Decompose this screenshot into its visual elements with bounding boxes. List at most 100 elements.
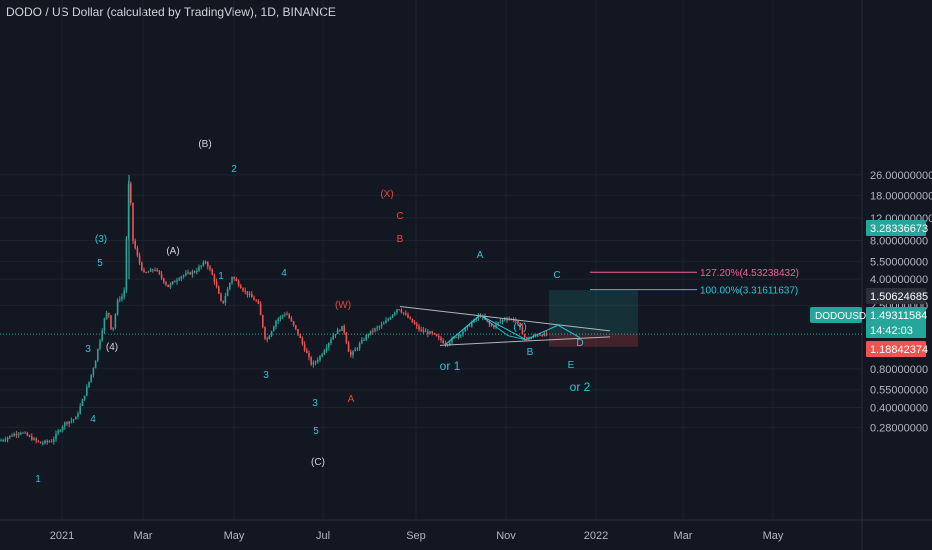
candle-body xyxy=(402,312,405,314)
wave-label: (Y) xyxy=(513,322,526,333)
candle-body xyxy=(380,324,383,327)
candle-body xyxy=(176,280,178,282)
candle-body xyxy=(53,438,55,442)
candle-body xyxy=(50,441,53,443)
candle-body xyxy=(389,317,392,319)
candle-body xyxy=(253,297,255,301)
candle-body xyxy=(59,430,62,432)
candle-body xyxy=(193,271,196,273)
candle-body xyxy=(240,285,242,289)
time-axis-tick: Nov xyxy=(496,530,516,542)
long-position-loss-zone xyxy=(549,333,638,347)
price-axis-tick: 0.55000000 xyxy=(870,385,928,397)
wave-label: B xyxy=(397,234,404,245)
candle-body xyxy=(407,314,409,318)
wave-label: C xyxy=(396,211,403,222)
candle-body xyxy=(187,272,189,274)
candle-body xyxy=(28,435,31,437)
candle-body xyxy=(211,269,213,275)
candle-body xyxy=(6,437,9,440)
candle-body xyxy=(242,288,244,291)
candle-body xyxy=(347,342,350,352)
candle-body xyxy=(20,432,22,434)
candle-body xyxy=(275,320,277,327)
candle-body xyxy=(506,319,508,321)
candle-body xyxy=(169,283,172,287)
candle-body xyxy=(539,334,541,336)
candle-body xyxy=(31,436,33,440)
candle-body xyxy=(110,315,112,330)
candle-body xyxy=(545,333,548,336)
candle-body xyxy=(154,269,156,271)
candle-body xyxy=(312,362,315,365)
candle-body xyxy=(361,340,363,344)
candle-body xyxy=(57,431,59,434)
candle-body xyxy=(286,314,288,316)
wave-label: (B) xyxy=(198,139,211,150)
wave-label: 3 xyxy=(312,398,318,409)
candle-body xyxy=(490,324,493,327)
candle-body xyxy=(317,360,319,362)
candle-body xyxy=(233,277,235,279)
candle-body xyxy=(281,315,284,317)
price-tag-label: 1.18842374 xyxy=(870,344,928,356)
symbol-tag-label: DODOUSD xyxy=(815,311,866,322)
candle-body xyxy=(220,293,222,301)
time-axis-tick: Jul xyxy=(316,530,330,542)
candle-body xyxy=(119,299,121,301)
wave-label: (4) xyxy=(106,342,118,353)
time-axis-tick: May xyxy=(763,530,784,542)
candle-body xyxy=(99,340,101,349)
candle-body xyxy=(455,336,458,338)
candle-body xyxy=(4,439,7,441)
candle-body xyxy=(457,334,460,338)
wave-label: B xyxy=(527,347,534,358)
candle-body xyxy=(332,335,334,340)
candle-body xyxy=(277,318,279,321)
candle-body xyxy=(345,332,348,343)
candle-body xyxy=(431,331,433,334)
candle-body xyxy=(202,262,205,266)
candle-body xyxy=(323,350,326,355)
candle-body xyxy=(163,278,165,283)
candle-body xyxy=(138,255,141,263)
candle-body xyxy=(477,315,480,319)
candle-body xyxy=(147,271,150,273)
candle-body xyxy=(449,342,451,345)
candle-body xyxy=(499,321,502,323)
candle-body xyxy=(248,294,251,296)
candle-body xyxy=(356,348,359,350)
candle-body xyxy=(325,347,328,351)
candle-body xyxy=(185,273,187,276)
price-axis-tick: 0.28000000 xyxy=(870,422,928,434)
price-tag-bg xyxy=(866,288,926,304)
candle-body xyxy=(464,327,466,332)
candle-body xyxy=(46,440,48,442)
candle-body xyxy=(200,265,202,267)
candle-body xyxy=(86,387,88,396)
candle-body xyxy=(475,318,477,320)
candle-body xyxy=(297,329,299,335)
price-axis-tick: 0.40000000 xyxy=(870,402,928,414)
candle-body xyxy=(165,282,167,285)
candle-body xyxy=(149,269,152,272)
candle-body xyxy=(116,300,119,315)
candle-body xyxy=(11,435,13,437)
candle-body xyxy=(88,381,90,388)
price-axis-tick: 8.00000000 xyxy=(870,236,928,248)
candle-body xyxy=(301,338,304,344)
candle-body xyxy=(64,422,66,427)
candle-body xyxy=(174,281,176,283)
candle-body xyxy=(354,349,356,352)
candle-body xyxy=(495,323,497,327)
candle-body xyxy=(83,395,86,400)
candle-body xyxy=(209,266,211,270)
wave-label: 5 xyxy=(313,426,319,437)
candle-body xyxy=(543,333,546,336)
candle-body xyxy=(429,331,431,334)
candle-body xyxy=(35,438,37,441)
candle-body xyxy=(411,318,414,323)
price-tag-bg xyxy=(866,220,926,236)
wave-label: 1 xyxy=(35,474,41,485)
